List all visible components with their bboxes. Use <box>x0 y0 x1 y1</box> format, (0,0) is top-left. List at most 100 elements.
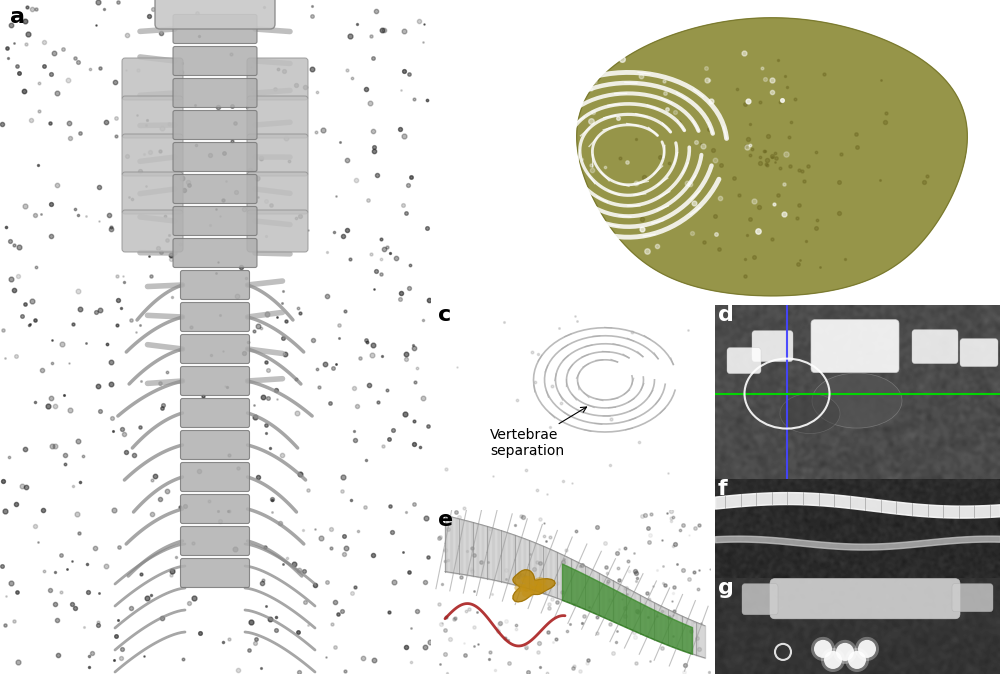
Point <box>628 177 644 188</box>
Point <box>53 550 69 561</box>
Point <box>816 69 832 80</box>
Point <box>59 563 75 574</box>
Point <box>629 572 645 583</box>
Point <box>307 524 323 534</box>
Point <box>288 212 304 223</box>
Ellipse shape <box>530 581 542 589</box>
Point <box>6 615 22 626</box>
Point <box>23 115 39 125</box>
Point <box>2 236 18 247</box>
Point <box>682 179 698 189</box>
Point <box>611 574 627 585</box>
Point <box>9 61 25 71</box>
Point <box>319 290 335 301</box>
Point <box>374 350 390 361</box>
Point <box>364 350 380 361</box>
Point <box>656 75 672 86</box>
Point <box>17 200 33 211</box>
Point <box>757 73 773 84</box>
Point <box>103 357 119 367</box>
Point <box>327 642 343 652</box>
Point <box>136 149 152 160</box>
Point <box>532 661 548 672</box>
Point <box>514 570 530 580</box>
Point <box>693 617 709 628</box>
Point <box>498 564 514 575</box>
Point <box>665 588 681 599</box>
Point <box>739 142 755 152</box>
Point <box>764 75 780 86</box>
Point <box>376 243 392 254</box>
Point <box>275 559 291 570</box>
Point <box>304 11 320 22</box>
FancyBboxPatch shape <box>122 210 183 252</box>
Point <box>831 177 847 187</box>
Point <box>281 155 297 166</box>
Point <box>346 383 362 394</box>
Point <box>248 634 264 645</box>
Point <box>161 230 177 241</box>
Point <box>385 425 401 435</box>
Point <box>50 649 66 660</box>
Point <box>339 224 355 235</box>
Point <box>464 566 480 577</box>
Point <box>72 477 88 487</box>
Point <box>637 510 653 520</box>
Point <box>373 269 389 280</box>
Point <box>738 140 754 151</box>
Circle shape <box>811 637 835 661</box>
Point <box>451 512 467 523</box>
Point <box>507 520 523 530</box>
Point <box>660 468 676 479</box>
Point <box>744 144 760 155</box>
Point <box>562 618 578 629</box>
Point <box>676 667 692 674</box>
Point <box>464 543 480 553</box>
Point <box>221 506 237 516</box>
FancyBboxPatch shape <box>122 172 183 214</box>
Point <box>119 150 135 161</box>
Point <box>628 133 644 144</box>
Point <box>701 123 717 134</box>
Point <box>456 502 472 513</box>
Point <box>599 578 615 588</box>
Point <box>118 447 134 458</box>
Point <box>187 100 203 111</box>
Circle shape <box>848 651 866 669</box>
Point <box>411 16 427 26</box>
Point <box>589 612 605 623</box>
Point <box>242 164 258 175</box>
Point <box>686 566 702 577</box>
Point <box>3 20 19 30</box>
Point <box>756 146 772 156</box>
Point <box>244 84 260 94</box>
Point <box>221 450 237 461</box>
Point <box>14 311 30 321</box>
Point <box>396 26 412 36</box>
Point <box>289 408 305 419</box>
Point <box>139 115 155 126</box>
Point <box>101 209 117 220</box>
Point <box>501 658 517 669</box>
Point <box>163 249 179 260</box>
Point <box>70 435 86 446</box>
Point <box>420 421 436 431</box>
Circle shape <box>814 640 832 658</box>
Point <box>313 532 329 543</box>
Point <box>767 148 783 158</box>
Point <box>517 570 533 581</box>
Point <box>634 224 650 235</box>
Point <box>172 501 188 512</box>
Point <box>530 348 546 359</box>
Point <box>228 187 244 197</box>
Point <box>92 305 108 315</box>
Point <box>181 180 197 191</box>
Point <box>665 609 681 620</box>
Point <box>317 358 333 369</box>
Point <box>393 85 409 96</box>
Point <box>636 171 652 182</box>
Point <box>65 318 81 329</box>
Point <box>1 452 17 462</box>
Point <box>291 565 307 576</box>
Point <box>542 137 558 148</box>
